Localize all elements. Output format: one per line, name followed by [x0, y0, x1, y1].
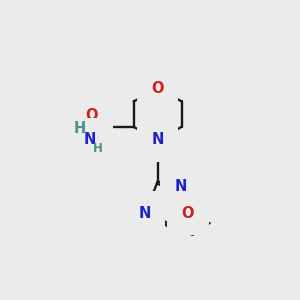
Text: O: O — [85, 108, 98, 123]
Text: O: O — [152, 81, 164, 96]
Text: H: H — [93, 142, 103, 155]
Text: O: O — [182, 206, 194, 220]
Text: H: H — [73, 121, 86, 136]
Text: N: N — [84, 132, 96, 147]
Text: N: N — [152, 132, 164, 147]
Text: N: N — [175, 179, 187, 194]
Text: N: N — [138, 206, 151, 220]
